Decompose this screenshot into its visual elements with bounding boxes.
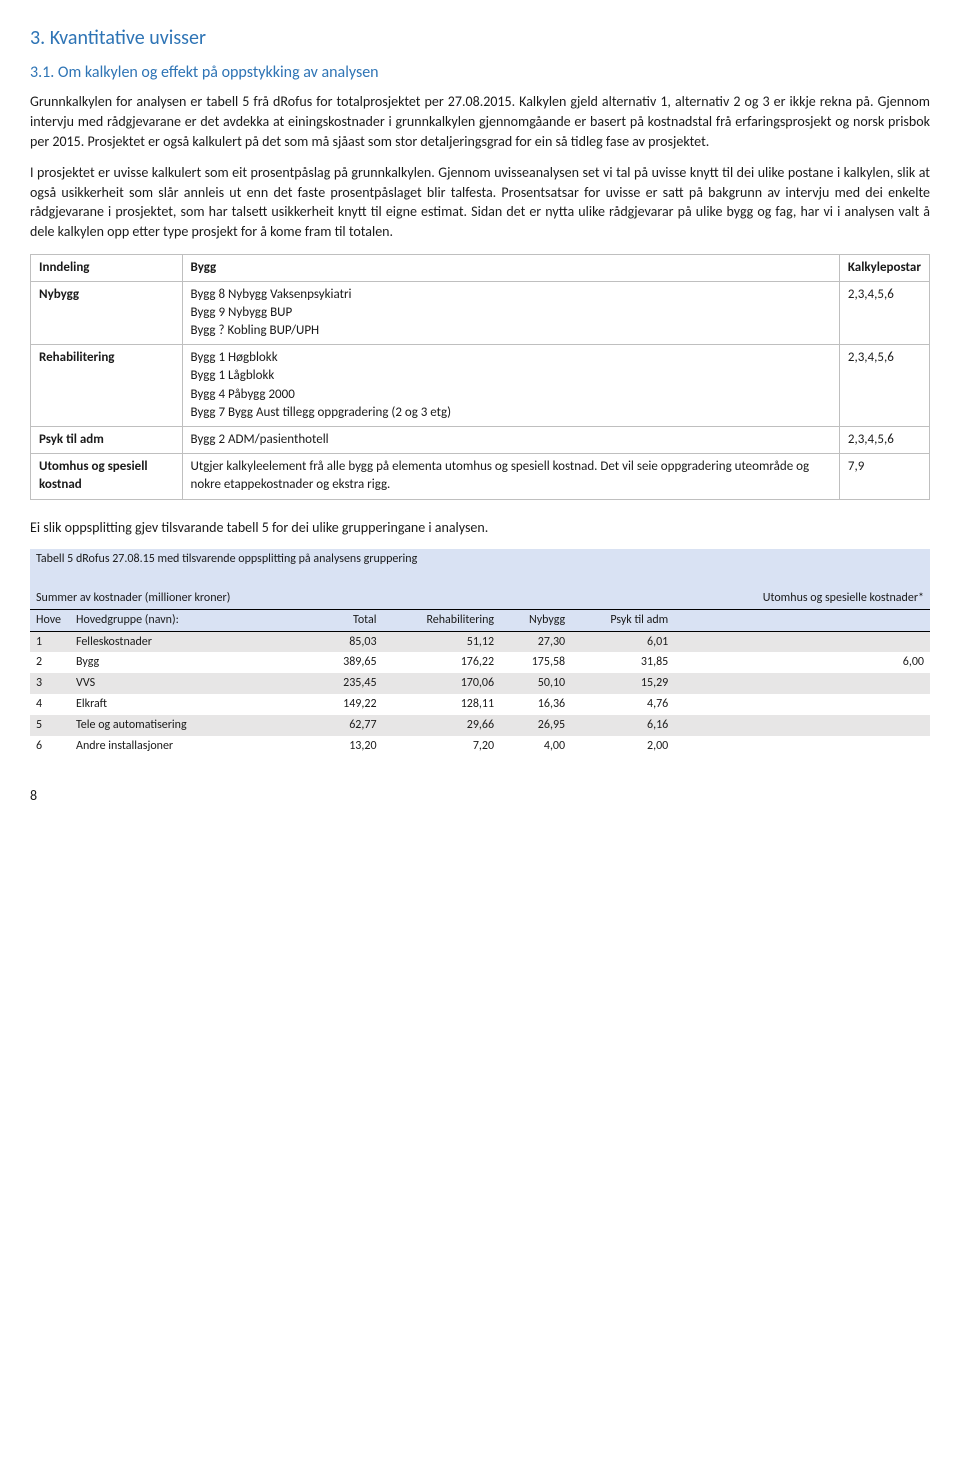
cell: VVS xyxy=(70,673,316,694)
cell: Nybygg xyxy=(31,281,183,345)
cell: 389,65 xyxy=(316,652,383,673)
cell: 176,22 xyxy=(383,652,501,673)
paragraph-2: I prosjektet er uvisse kalkulert som eit… xyxy=(30,163,930,241)
table-row: 2Bygg389,65176,22175,5831,856,00 xyxy=(30,652,930,673)
cell: 7,20 xyxy=(383,736,501,757)
table-row: 3VVS235,45170,0650,1015,29 xyxy=(30,673,930,694)
cell: 26,95 xyxy=(500,715,571,736)
col-rehab: Rehabilitering xyxy=(383,609,501,631)
section-number: 3. xyxy=(30,26,45,50)
cell: 170,06 xyxy=(383,673,501,694)
inndeling-table: Inndeling Bygg Kalkylepostar NybyggBygg … xyxy=(30,254,930,500)
cell: 6,00 xyxy=(674,652,930,673)
cell xyxy=(674,631,930,652)
col-psyk: Psyk til adm xyxy=(571,609,674,631)
cell: 16,36 xyxy=(500,694,571,715)
cell: Bygg 1 HøgblokkBygg 1 LågblokkBygg 4 Påb… xyxy=(182,345,839,427)
col-kalkylepostar: Kalkylepostar xyxy=(839,254,929,281)
cell: 2,00 xyxy=(571,736,674,757)
cell: Utomhus og spesiell kostnad xyxy=(31,454,183,499)
col-bygg: Bygg xyxy=(182,254,839,281)
cell: 13,20 xyxy=(316,736,383,757)
table-row: RehabiliteringBygg 1 HøgblokkBygg 1 Lågb… xyxy=(31,345,930,427)
cell: 149,22 xyxy=(316,694,383,715)
cell xyxy=(674,694,930,715)
tabell5-table: Tabell 5 dRofus 27.08.15 med tilsvarende… xyxy=(30,549,930,756)
page-number: 8 xyxy=(30,786,930,806)
cell: Utgjer kalkyleelement frå alle bygg på e… xyxy=(182,454,839,499)
paragraph-3: Ei slik oppsplitting gjev tilsvarande ta… xyxy=(30,518,930,538)
cell: Andre installasjoner xyxy=(70,736,316,757)
cell: 62,77 xyxy=(316,715,383,736)
table-row: 6Andre installasjoner13,207,204,002,00 xyxy=(30,736,930,757)
cell: 15,29 xyxy=(571,673,674,694)
cell: 7,9 xyxy=(839,454,929,499)
table-row: 5Tele og automatisering62,7729,6626,956,… xyxy=(30,715,930,736)
table-row: 4Elkraft149,22128,1116,364,76 xyxy=(30,694,930,715)
col-nybygg: Nybygg xyxy=(500,609,571,631)
cell: 2,3,4,5,6 xyxy=(839,427,929,454)
col-utomhus: Utomhus og spesielle kostnader* xyxy=(674,588,930,609)
cell: 2,3,4,5,6 xyxy=(839,345,929,427)
cell: 6,01 xyxy=(571,631,674,652)
table-row: Utomhus og spesiell kostnadUtgjer kalkyl… xyxy=(31,454,930,499)
cell: 128,11 xyxy=(383,694,501,715)
table-row: 1Felleskostnader85,0351,1227,306,01 xyxy=(30,631,930,652)
table-title: Tabell 5 dRofus 27.08.15 med tilsvarende… xyxy=(30,549,930,570)
cell: 2,3,4,5,6 xyxy=(839,281,929,345)
cell: Bygg xyxy=(70,652,316,673)
col-total: Total xyxy=(316,609,383,631)
cell: Rehabilitering xyxy=(31,345,183,427)
cell: 31,85 xyxy=(571,652,674,673)
paragraph-1: Grunnkalkylen for analysen er tabell 5 f… xyxy=(30,92,930,151)
cell: Psyk til adm xyxy=(31,427,183,454)
cell: 4 xyxy=(30,694,70,715)
cell: 50,10 xyxy=(500,673,571,694)
cell xyxy=(674,736,930,757)
hove-left: Hove xyxy=(30,609,70,631)
cell: Felleskostnader xyxy=(70,631,316,652)
cell: 6,16 xyxy=(571,715,674,736)
cell: 175,58 xyxy=(500,652,571,673)
cell: 85,03 xyxy=(316,631,383,652)
table-row: Psyk til admBygg 2 ADM/pasienthotell2,3,… xyxy=(31,427,930,454)
cell: 29,66 xyxy=(383,715,501,736)
summer-label: Summer av kostnader (millioner kroner) xyxy=(36,590,310,607)
col-inndeling: Inndeling xyxy=(31,254,183,281)
cell: Bygg 2 ADM/pasienthotell xyxy=(182,427,839,454)
cell: 235,45 xyxy=(316,673,383,694)
cell: 51,12 xyxy=(383,631,501,652)
cell xyxy=(674,715,930,736)
cell: Bygg 8 Nybygg VaksenpsykiatriBygg 9 Nyby… xyxy=(182,281,839,345)
cell: 1 xyxy=(30,631,70,652)
subsection-title-text: Om kalkylen og effekt på oppstykking av … xyxy=(58,63,379,82)
hovedgruppe-label: Hovedgruppe (navn): xyxy=(70,609,316,631)
cell: 3 xyxy=(30,673,70,694)
cell: 2 xyxy=(30,652,70,673)
cell: 5 xyxy=(30,715,70,736)
cell: 4,00 xyxy=(500,736,571,757)
subsection-number: 3.1. xyxy=(30,63,54,82)
cell xyxy=(674,673,930,694)
section-title-text: Kvantitative uvisser xyxy=(50,26,206,50)
cell: 27,30 xyxy=(500,631,571,652)
cell: 6 xyxy=(30,736,70,757)
cell: Elkraft xyxy=(70,694,316,715)
section-heading: 3. Kvantitative uvisser xyxy=(30,24,930,52)
cell: Tele og automatisering xyxy=(70,715,316,736)
subsection-heading: 3.1. Om kalkylen og effekt på oppstykkin… xyxy=(30,62,930,84)
cell: 4,76 xyxy=(571,694,674,715)
table-row: NybyggBygg 8 Nybygg VaksenpsykiatriBygg … xyxy=(31,281,930,345)
